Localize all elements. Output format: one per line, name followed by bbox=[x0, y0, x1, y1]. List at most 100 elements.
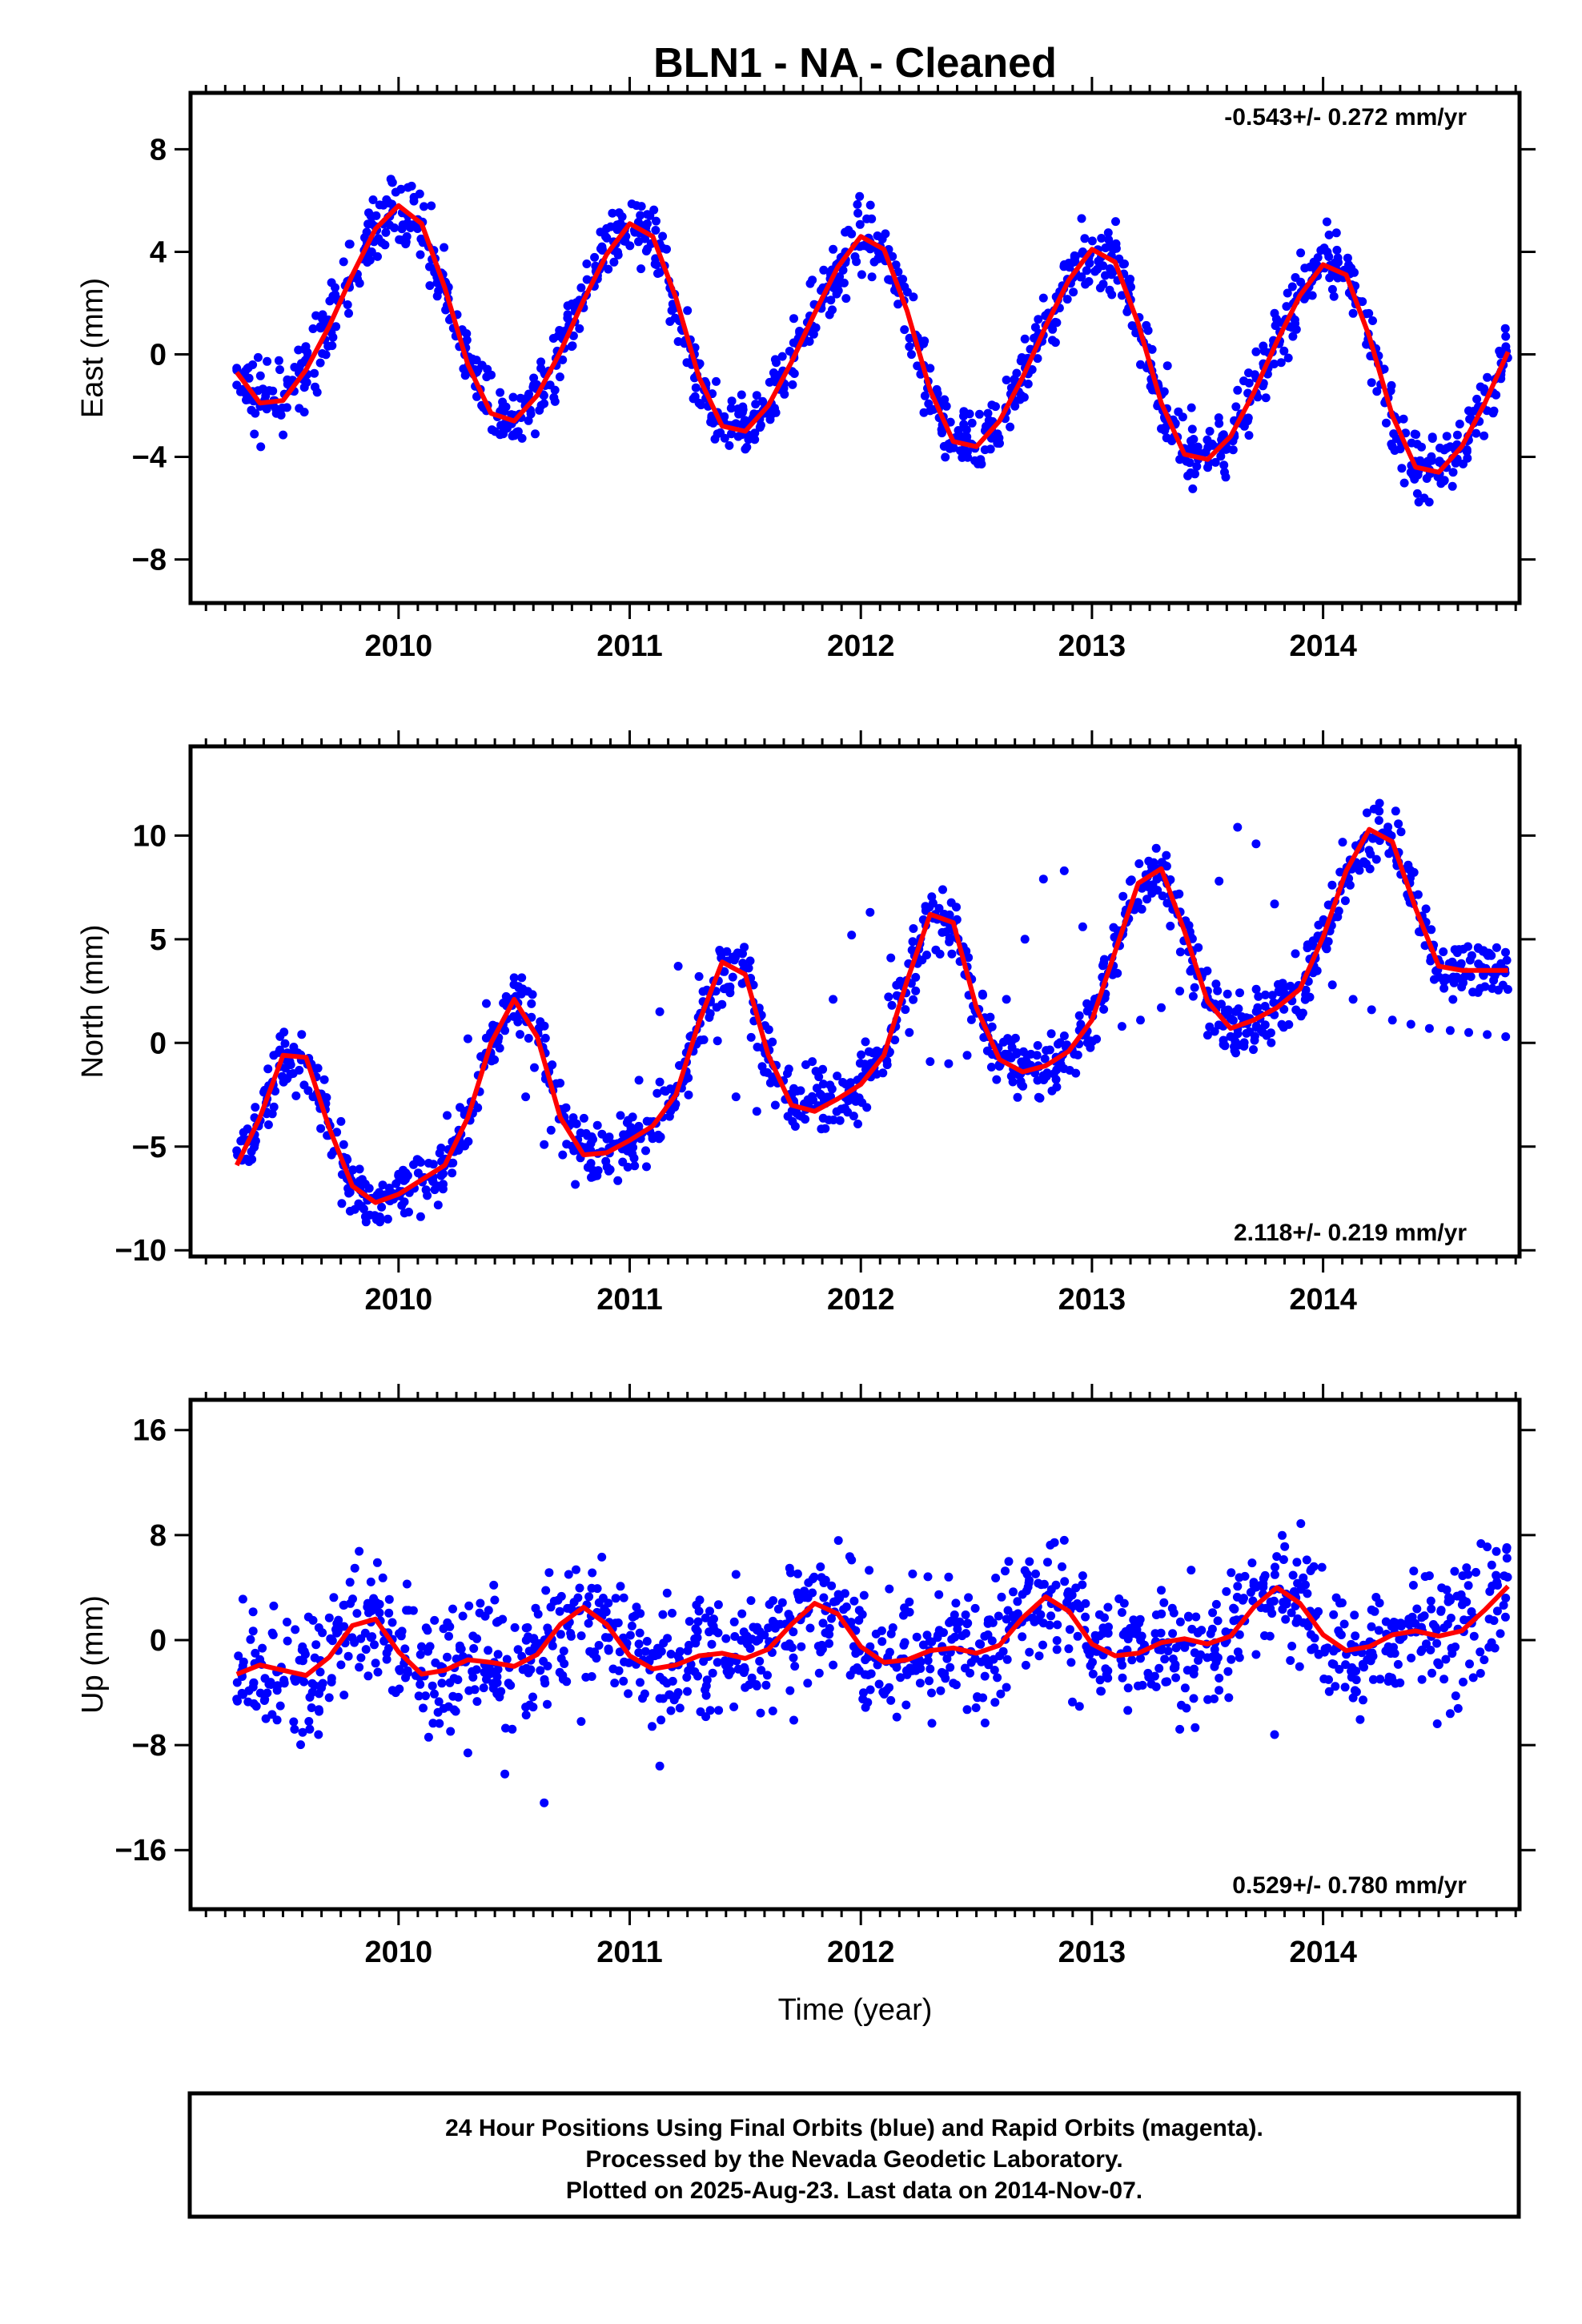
east-data-point-cloud bbox=[1186, 468, 1195, 477]
east-data-point-cloud bbox=[712, 376, 721, 386]
up-data-point-cloud bbox=[1162, 1677, 1172, 1687]
north-data-point-cloud bbox=[1474, 959, 1484, 969]
east-data-point-cloud bbox=[420, 202, 428, 211]
up-data-point-cloud bbox=[324, 1693, 334, 1703]
up-data-point-cloud bbox=[395, 1684, 404, 1694]
north-data-point-cloud bbox=[1137, 904, 1146, 914]
north-data-point-cloud bbox=[857, 1050, 866, 1059]
east-data-point-cloud bbox=[373, 251, 382, 261]
up-data-point-cloud bbox=[1160, 1655, 1170, 1664]
east-data-point-cloud bbox=[1495, 346, 1504, 356]
east-data-point-cloud bbox=[1288, 332, 1298, 341]
up-data-point-cloud bbox=[619, 1676, 628, 1686]
north-data-point bbox=[1406, 1019, 1415, 1029]
east-data-point-cloud bbox=[826, 296, 836, 305]
north-data-point-cloud bbox=[738, 959, 748, 968]
up-data-point-cloud bbox=[1447, 1643, 1456, 1653]
footer-line-1: 24 Hour Positions Using Final Orbits (bl… bbox=[445, 2115, 1263, 2141]
north-data-point-cloud bbox=[1188, 991, 1198, 1001]
up-data-point-cloud bbox=[1468, 1673, 1478, 1683]
north-data-point-cloud bbox=[833, 1072, 842, 1081]
north-data-point bbox=[290, 1047, 299, 1056]
north-y-axis-label: North (mm) bbox=[76, 924, 110, 1078]
up-data-point-cloud bbox=[502, 1655, 512, 1664]
north-data-point bbox=[500, 1026, 510, 1035]
up-data-point-cloud bbox=[1310, 1634, 1319, 1642]
east-data-point bbox=[1387, 442, 1397, 452]
north-data-point-cloud bbox=[945, 937, 954, 947]
north-fit-line bbox=[235, 826, 1508, 1205]
east-data-point-cloud bbox=[893, 300, 903, 309]
up-data-point-cloud bbox=[1487, 1560, 1496, 1570]
up-data-point-cloud bbox=[1417, 1613, 1427, 1622]
north-data-point bbox=[232, 1146, 242, 1156]
up-data-point-cloud bbox=[1134, 1618, 1144, 1628]
up-data-point-cloud bbox=[693, 1617, 703, 1626]
up-data-point-cloud bbox=[648, 1722, 656, 1731]
up-data-point-cloud bbox=[1446, 1614, 1456, 1622]
up-data-point bbox=[269, 1601, 279, 1610]
up-data-point-cloud bbox=[1375, 1675, 1385, 1684]
east-data-point-cloud bbox=[1101, 243, 1110, 252]
up-data-point-cloud bbox=[949, 1679, 958, 1688]
north-data-point-cloud bbox=[1415, 927, 1423, 936]
north-x-tick-label: 2010 bbox=[365, 1283, 433, 1317]
up-data-point-cloud bbox=[604, 1633, 613, 1642]
north-data-point-cloud bbox=[378, 1180, 387, 1190]
up-data-point-cloud bbox=[255, 1688, 265, 1698]
up-data-point-cloud bbox=[588, 1568, 597, 1578]
north-data-point-cloud bbox=[653, 1130, 663, 1140]
north-data-point-cloud bbox=[628, 1149, 637, 1159]
up-data-point-cloud bbox=[564, 1570, 573, 1579]
up-data-point-cloud bbox=[777, 1598, 787, 1607]
north-data-point-cloud bbox=[490, 1055, 500, 1064]
up-data-point-cloud bbox=[640, 1689, 649, 1699]
up-data-point-cloud bbox=[366, 1577, 375, 1586]
up-data-point-cloud bbox=[355, 1663, 364, 1672]
up-y-tick-label: 0 bbox=[150, 1624, 167, 1658]
north-data-point bbox=[655, 1007, 665, 1016]
up-data-point-cloud bbox=[1182, 1666, 1192, 1675]
north-data-point-cloud bbox=[992, 1075, 1002, 1084]
up-data-point-cloud bbox=[268, 1630, 278, 1639]
east-data-point bbox=[789, 314, 798, 324]
north-data-point-cloud bbox=[890, 1035, 900, 1045]
up-data-point-cloud bbox=[1210, 1645, 1219, 1655]
north-data-point bbox=[789, 1084, 798, 1093]
north-data-point-cloud bbox=[1032, 1051, 1042, 1060]
up-x-tick-label: 2011 bbox=[596, 1936, 662, 1969]
up-data-point-cloud bbox=[291, 1676, 300, 1686]
east-data-point bbox=[1136, 360, 1145, 369]
up-data-point-cloud bbox=[757, 1666, 766, 1675]
north-data-point bbox=[770, 1100, 780, 1110]
up-data-point-cloud bbox=[707, 1639, 717, 1649]
up-data-point-cloud bbox=[419, 1703, 428, 1713]
up-data-point-cloud bbox=[1502, 1554, 1512, 1563]
north-data-point-cloud bbox=[1071, 1068, 1081, 1078]
east-data-point-cloud bbox=[1111, 217, 1120, 227]
north-data-point-cloud bbox=[1427, 925, 1436, 935]
up-data-point-cloud bbox=[1464, 1581, 1473, 1590]
east-data-point-cloud bbox=[1231, 402, 1241, 412]
east-data-point bbox=[576, 283, 586, 292]
north-data-point bbox=[1291, 949, 1300, 959]
up-data-point-cloud bbox=[1355, 1715, 1365, 1724]
north-data-point-cloud bbox=[720, 967, 729, 976]
north-data-point-cloud bbox=[1298, 1008, 1307, 1018]
east-data-point-cloud bbox=[825, 310, 834, 320]
up-data-point-cloud bbox=[489, 1580, 499, 1590]
north-data-point-cloud bbox=[279, 1027, 289, 1037]
up-data-point-cloud bbox=[1003, 1606, 1013, 1615]
up-data-point-cloud bbox=[251, 1702, 261, 1711]
up-data-point-cloud bbox=[764, 1623, 773, 1633]
up-data-point-cloud bbox=[513, 1645, 523, 1655]
up-data-point-cloud bbox=[1074, 1702, 1084, 1711]
east-data-point-cloud bbox=[407, 181, 416, 191]
up-data-point-cloud bbox=[981, 1654, 990, 1663]
east-data-point-cloud bbox=[321, 350, 331, 360]
up-data-point-cloud bbox=[963, 1618, 973, 1628]
up-data-point-cloud bbox=[885, 1647, 894, 1657]
up-data-point-cloud bbox=[584, 1592, 594, 1602]
up-data-point-cloud bbox=[1088, 1658, 1097, 1667]
east-data-point-cloud bbox=[1331, 228, 1341, 238]
